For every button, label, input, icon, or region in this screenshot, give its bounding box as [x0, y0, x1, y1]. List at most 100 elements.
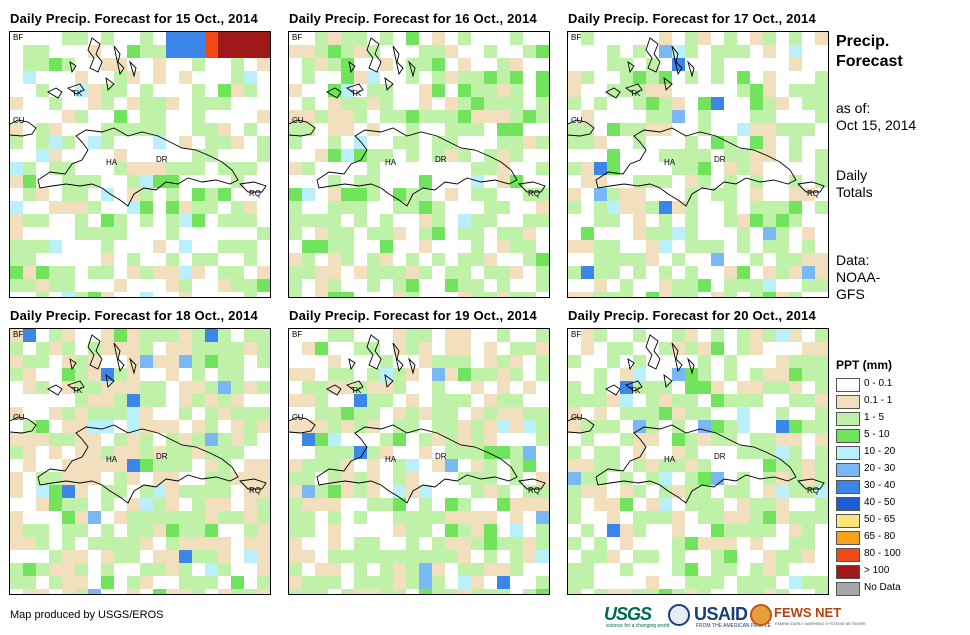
- precip-cell: [10, 576, 23, 589]
- precip-cell: [153, 240, 166, 253]
- precip-cell: [432, 355, 445, 368]
- precip-cell: [432, 253, 445, 266]
- precip-cell: [789, 420, 802, 433]
- precip-cell: [257, 472, 270, 485]
- precip-cell: [536, 368, 549, 381]
- precip-cell: [471, 188, 484, 201]
- precip-cell: [218, 407, 231, 420]
- precip-cell: [471, 485, 484, 498]
- precip-cell: [75, 292, 88, 297]
- precip-cell: [406, 201, 419, 214]
- precip-cell: [445, 342, 458, 355]
- precip-cell: [432, 563, 445, 576]
- precip-cell: [711, 576, 724, 589]
- precip-cell: [737, 498, 750, 511]
- precip-cell: [594, 214, 607, 227]
- coastline-path: [663, 373, 673, 388]
- precip-cell: [497, 563, 510, 576]
- data-source-line1: NOAA-: [836, 269, 881, 285]
- precip-cell: [419, 188, 432, 201]
- precip-cell: [536, 45, 549, 58]
- precip-cell: [685, 162, 698, 175]
- precip-cell: [75, 446, 88, 459]
- precip-cell: [231, 589, 244, 594]
- precip-cell: [205, 498, 218, 511]
- precip-cell: [88, 433, 101, 446]
- precip-cell: [802, 355, 815, 368]
- as-of-date: Oct 15, 2014: [836, 117, 917, 133]
- precip-cell: [685, 472, 698, 485]
- precip-cell: [36, 524, 49, 537]
- precip-cell: [192, 342, 205, 355]
- precip-cell: [380, 97, 393, 110]
- precip-cell: [471, 240, 484, 253]
- precip-cell: [789, 292, 802, 297]
- precip-cell: [140, 110, 153, 123]
- precip-cell: [406, 368, 419, 381]
- precip-cell: [633, 511, 646, 524]
- precip-cell: [205, 201, 218, 214]
- precip-cell: [393, 589, 406, 594]
- precip-cell: [179, 279, 192, 292]
- precip-cell: [497, 201, 510, 214]
- precip-cell: [620, 71, 633, 84]
- precip-cell: [380, 576, 393, 589]
- precip-cell: [607, 123, 620, 136]
- precip-cell: [419, 355, 432, 368]
- precip-cell: [75, 84, 88, 97]
- precip-cell: [815, 420, 828, 433]
- precip-cell: [354, 201, 367, 214]
- precip-cell: [179, 136, 192, 149]
- precip-cell: [393, 136, 406, 149]
- precip-cell: [789, 32, 802, 45]
- precip-cell: [802, 394, 815, 407]
- panel-title-oct16: Daily Precip. Forecast for 16 Oct., 2014: [289, 11, 537, 26]
- precip-cell: [633, 524, 646, 537]
- precip-cell: [127, 498, 140, 511]
- precip-cell: [659, 227, 672, 240]
- precip-cell: [393, 524, 406, 537]
- precip-cell: [231, 84, 244, 97]
- precip-cell: [257, 136, 270, 149]
- precip-cell: [763, 32, 776, 45]
- precip-cell: [257, 381, 270, 394]
- precip-cell: [218, 214, 231, 227]
- precip-cell: [88, 446, 101, 459]
- precip-cell: [458, 110, 471, 123]
- precip-cell: [205, 136, 218, 149]
- precip-cell: [114, 214, 127, 227]
- precip-cell: [646, 394, 659, 407]
- precip-cell: [179, 381, 192, 394]
- precip-cell: [231, 201, 244, 214]
- precip-cell: [432, 420, 445, 433]
- precip-cell: [75, 110, 88, 123]
- precip-cell: [205, 123, 218, 136]
- precip-cell: [497, 329, 510, 342]
- precip-cell: [523, 240, 536, 253]
- precip-cell: [49, 563, 62, 576]
- precip-cell: [153, 589, 166, 594]
- precip-cell: [192, 498, 205, 511]
- precip-cell: [289, 84, 302, 97]
- precip-cell: [445, 589, 458, 594]
- precip-cell: [620, 253, 633, 266]
- precip-cell: [458, 71, 471, 84]
- precip-cell: [380, 563, 393, 576]
- precip-cell: [302, 394, 315, 407]
- precip-cell: [62, 433, 75, 446]
- precip-cell: [802, 576, 815, 589]
- precip-cell: [244, 32, 257, 45]
- precip-cell: [257, 524, 270, 537]
- precip-cell: [140, 407, 153, 420]
- panel-title-oct17: Daily Precip. Forecast for 17 Oct., 2014: [568, 11, 816, 26]
- precip-cell: [698, 433, 711, 446]
- precip-cell: [497, 498, 510, 511]
- precip-cell: [367, 420, 380, 433]
- precip-cell: [101, 188, 114, 201]
- precip-cell: [633, 368, 646, 381]
- precip-cell: [328, 32, 341, 45]
- coastline-path: [67, 380, 85, 392]
- precip-cell: [815, 201, 828, 214]
- precip-cell: [88, 227, 101, 240]
- precip-cell: [380, 589, 393, 594]
